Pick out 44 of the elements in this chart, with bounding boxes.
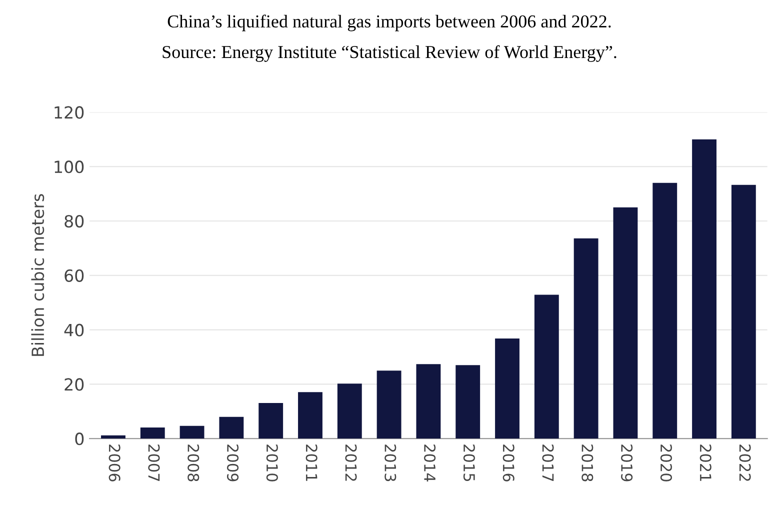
x-tick-label: 2013: [384, 444, 396, 482]
x-tick-label: 2006: [108, 444, 120, 482]
x-tick-label: 2014: [424, 444, 436, 482]
y-tick-label: 40: [64, 324, 84, 336]
y-tick-label: 60: [64, 269, 84, 282]
bar: [298, 392, 322, 439]
x-tick-label: 2022: [739, 444, 751, 481]
y-tick-label: 100: [54, 160, 84, 174]
bar: [376, 370, 402, 439]
x-tick-label: 2017: [542, 444, 554, 482]
x-tick-label: 2009: [227, 444, 239, 482]
y-tick-label: 20: [64, 378, 84, 391]
bar: [495, 338, 520, 439]
y-tick-label: 80: [64, 214, 84, 228]
y-tick-label: 0: [75, 432, 84, 446]
x-tick-label: 2007: [148, 444, 160, 482]
x-tick-label: 2008: [188, 444, 200, 482]
x-tick-label: 2021: [700, 444, 712, 481]
y-tick-label: 120: [54, 106, 84, 119]
x-tick-label: 2011: [306, 444, 318, 481]
bar: [456, 365, 480, 439]
chart-title: China’s liquified natural gas imports between 2006 and 2022.: [168, 14, 611, 32]
x-tick-label: 2018: [582, 444, 594, 482]
bar: [731, 184, 756, 439]
x-tick-label: 2016: [502, 444, 514, 482]
bar: [613, 207, 638, 439]
bar: [416, 364, 441, 439]
bar: [180, 426, 204, 439]
x-tick-label: 2012: [345, 444, 357, 481]
bar: [692, 139, 716, 439]
bar: [219, 416, 244, 439]
bar: [101, 435, 126, 439]
x-tick-label: 2010: [266, 444, 278, 482]
bar: [140, 427, 165, 439]
bar: [574, 238, 598, 439]
bar: [258, 402, 284, 439]
y-axis-title: Billion cubic meters: [31, 194, 44, 356]
x-tick-label: 2020: [660, 444, 672, 482]
chart-subtitle: Source: Energy Institute “Statistical Review of World Energy”.: [162, 45, 616, 62]
x-tick-label: 2019: [621, 444, 633, 482]
bar: [337, 384, 362, 439]
bar: [534, 294, 559, 439]
x-tick-label: 2015: [463, 444, 475, 482]
bar: [652, 182, 678, 439]
